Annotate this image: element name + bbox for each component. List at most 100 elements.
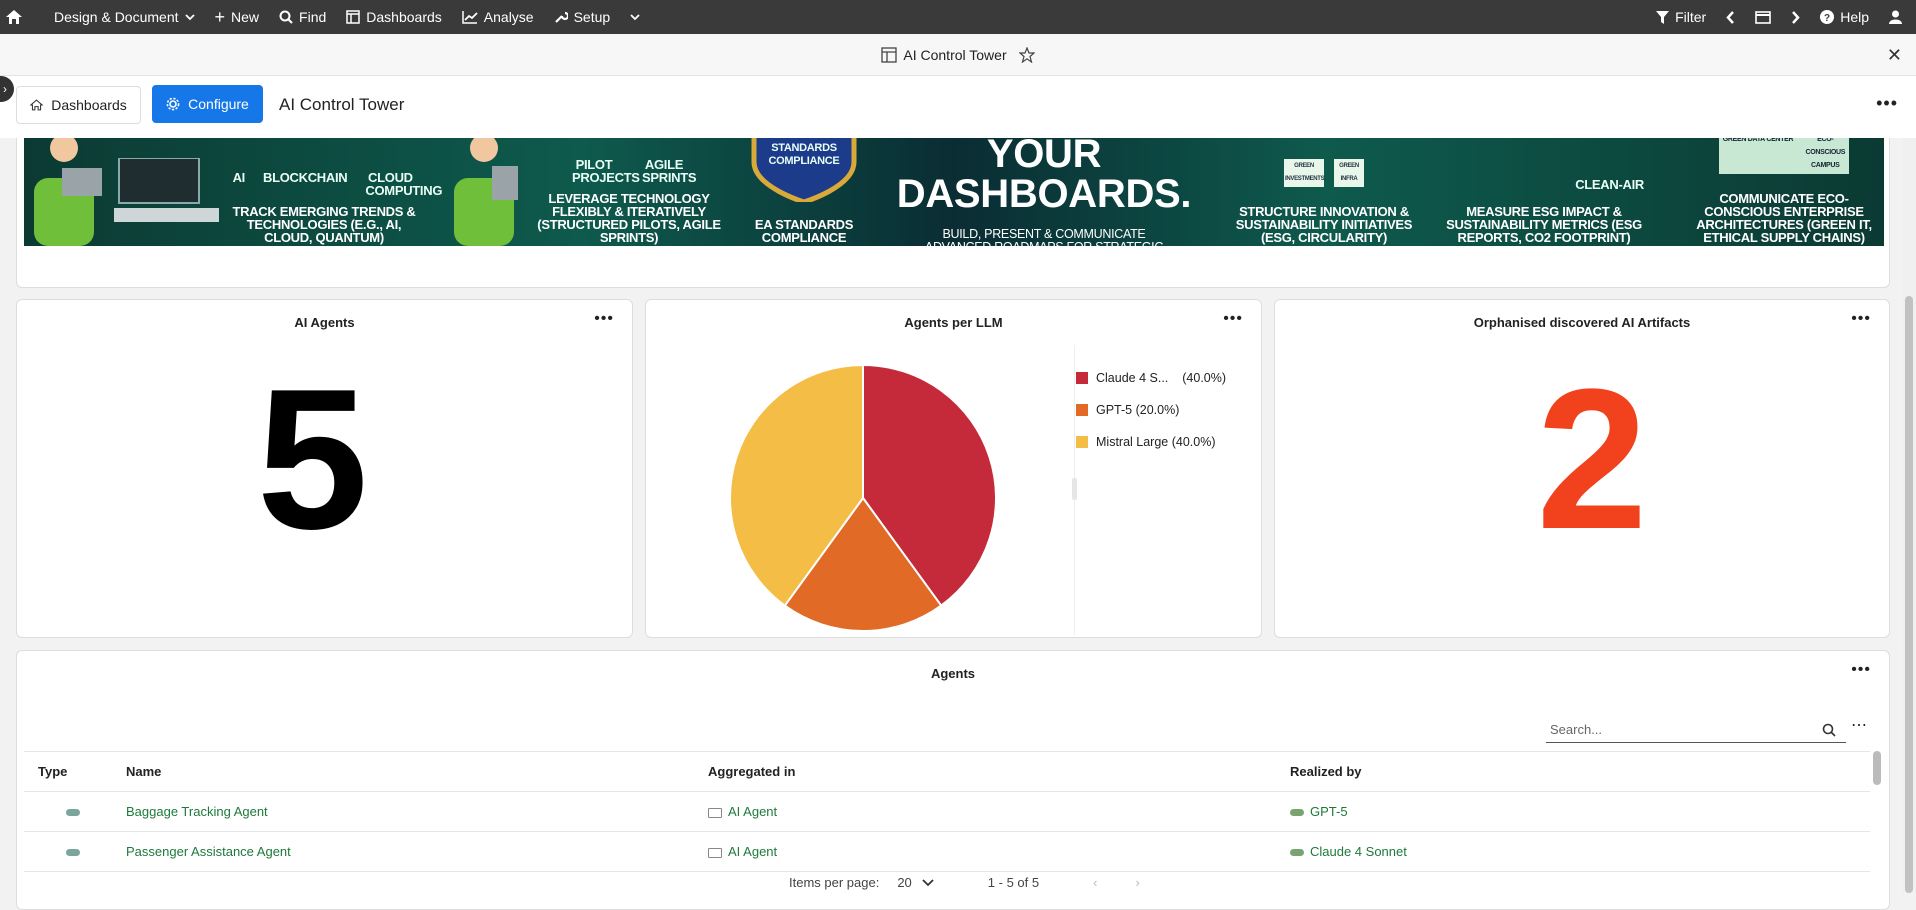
legend-resize-handle[interactable]	[1072, 478, 1077, 500]
more-options-icon[interactable]: •••	[594, 310, 614, 327]
shield-icon	[751, 138, 857, 202]
ai-agents-widget: AI Agents ••• 5	[16, 299, 633, 638]
widget-title: Agents per LLM	[904, 315, 1003, 330]
legend-percent: (40.0%)	[1182, 371, 1227, 385]
next-page-button[interactable]: ›	[1135, 875, 1140, 890]
aggregated-cell: AI Agent	[694, 791, 1276, 832]
banner-tile-trends: AI BLOCKCHAIN CLOUD COMPUTING TRACK EMER…	[224, 138, 443, 246]
widget-title: Agents	[930, 666, 976, 681]
home-icon	[6, 10, 22, 24]
help-button[interactable]: ? Help	[1810, 0, 1879, 34]
more-options-icon[interactable]: •••	[1223, 310, 1243, 327]
widget-title: AI Agents	[294, 315, 355, 330]
banner-caption: COMMUNICATE ECO-CONSCIOUS ENTERPRISE ARC…	[1696, 191, 1872, 245]
nav-more-dropdown[interactable]	[620, 0, 650, 34]
column-header[interactable]: Aggregated in	[694, 751, 1276, 792]
page-scrollbar[interactable]	[1902, 138, 1916, 893]
realized-link[interactable]: Claude 4 Sonnet	[1310, 844, 1407, 859]
person-illustration	[34, 138, 102, 246]
nav-find[interactable]: Find	[269, 0, 336, 34]
realized-cell: GPT-5	[1276, 791, 1870, 832]
help-icon: ?	[1820, 10, 1835, 24]
close-icon[interactable]: ✕	[1886, 45, 1902, 65]
kpi-value: 5	[256, 348, 369, 571]
legend-item[interactable]: Claude 4 S... (40.0%)	[1076, 362, 1226, 394]
nav-new-label: New	[231, 9, 260, 25]
aggregated-link[interactable]: AI Agent	[728, 804, 778, 819]
more-options-icon[interactable]: •••	[1876, 93, 1898, 113]
banner-icon-label: BLOCKCHAIN	[263, 170, 348, 185]
banner-icon-label: AI	[232, 170, 246, 185]
pie-chart	[729, 363, 997, 632]
legend-swatch	[1076, 436, 1088, 448]
kpi-value: 2	[1536, 348, 1648, 571]
home-button[interactable]	[0, 0, 32, 34]
agent-link[interactable]: Baggage Tracking Agent	[126, 804, 268, 819]
legend-label: Mistral Large (40.0%)	[1096, 435, 1216, 449]
agent-type-icon	[66, 849, 80, 857]
banner-icon-label: CLOUD COMPUTING	[365, 170, 443, 198]
person-illustration	[454, 138, 518, 246]
nav-find-label: Find	[299, 9, 327, 25]
widget-title: Orphanised discovered AI Artifacts	[1473, 315, 1691, 330]
banner-icon-label: CLEAN-AIR	[1575, 177, 1644, 192]
star-icon[interactable]	[1018, 46, 1035, 63]
table-options-icon[interactable]: ⋯	[1851, 717, 1867, 734]
chevron-down-icon	[630, 13, 640, 20]
nav-analyse[interactable]: Analyse	[452, 0, 544, 34]
banner-caption: MEASURE ESG IMPACT & SUSTAINABILITY METR…	[1446, 204, 1642, 245]
window-icon	[1755, 10, 1772, 24]
folder-icon	[708, 807, 722, 818]
legend-item[interactable]: GPT-5 (20.0%)	[1076, 394, 1226, 426]
banner-icon-label: GREEN DATA CENTER	[1722, 138, 1794, 143]
user-icon	[1889, 10, 1902, 24]
table-row[interactable]: Passenger Assistance Agent AI Agent Clau…	[24, 831, 1870, 872]
legend-item[interactable]: Mistral Large (40.0%)	[1076, 426, 1226, 458]
legend-label: Claude 4 S...	[1096, 371, 1169, 385]
filter-button[interactable]: Filter	[1646, 0, 1716, 34]
table-scrollbar[interactable]	[1873, 751, 1881, 785]
banner-tile-compliance: STANDARDS COMPLIANCE EA STANDARDS COMPLI…	[729, 138, 879, 246]
items-per-page-select[interactable]: 20	[897, 875, 934, 890]
user-button[interactable]	[1879, 0, 1916, 34]
banner-icon-label: PILOT PROJECTS	[572, 157, 640, 185]
column-header[interactable]: Realized by	[1276, 751, 1870, 792]
nav-setup[interactable]: Setup	[544, 0, 621, 34]
agent-link[interactable]: Passenger Assistance Agent	[126, 844, 291, 859]
pie-slice-claude-4-sonnet[interactable]	[862, 363, 997, 607]
nav-dashboards[interactable]: Dashboards	[336, 0, 452, 34]
nav-analyse-label: Analyse	[483, 9, 534, 25]
pie-slice-mistral-large[interactable]	[729, 363, 864, 607]
filter-label: Filter	[1675, 9, 1707, 25]
pagination: Items per page: 20 1 - 5 of 5 ‹ ›	[789, 875, 1140, 890]
items-per-page-value: 20	[897, 875, 912, 890]
more-options-icon[interactable]: •••	[1851, 310, 1871, 327]
dashboards-button-label: Dashboards	[51, 97, 127, 113]
table-row[interactable]: Baggage Tracking Agent AI Agent GPT-5	[24, 791, 1870, 832]
nav-design-document[interactable]: Design & Document	[32, 0, 205, 34]
nav-new[interactable]: + New	[205, 0, 270, 34]
configure-button[interactable]: Configure	[152, 85, 263, 123]
forward-button[interactable]	[1781, 0, 1810, 34]
sidebar-toggle[interactable]: ›	[0, 76, 14, 102]
back-button[interactable]	[1716, 0, 1745, 34]
pie-slice-gpt-5[interactable]	[783, 496, 943, 632]
prev-page-button[interactable]: ‹	[1093, 875, 1098, 890]
name-cell: Baggage Tracking Agent	[112, 791, 694, 832]
name-cell: Passenger Assistance Agent	[112, 831, 694, 872]
scrollbar-thumb[interactable]	[1905, 296, 1913, 893]
window-button[interactable]	[1745, 0, 1781, 34]
column-header[interactable]: Type	[24, 751, 112, 792]
window-title-bar: AI Control Tower ✕	[0, 34, 1916, 76]
nav-dashboards-label: Dashboards	[366, 9, 442, 25]
banner-tile-eco: GREEN DATA CENTER ECO-CONSCIOUS CAMPUS C…	[1684, 138, 1884, 246]
realized-link[interactable]: GPT-5	[1310, 804, 1348, 819]
more-options-icon[interactable]: •••	[1851, 661, 1871, 678]
dashboards-button[interactable]: Dashboards	[16, 86, 141, 124]
banner-icon-label: ECO-CONSCIOUS CAMPUS	[1805, 138, 1846, 169]
page-title: AI Control Tower	[279, 95, 405, 114]
search-input[interactable]: Search...	[1546, 717, 1846, 743]
aggregated-link[interactable]: AI Agent	[728, 844, 778, 859]
banner-tile-technology: PILOT PROJECTS AGILE SPRINTS LEVERAGE TE…	[524, 138, 734, 246]
column-header[interactable]: Name	[112, 751, 694, 792]
